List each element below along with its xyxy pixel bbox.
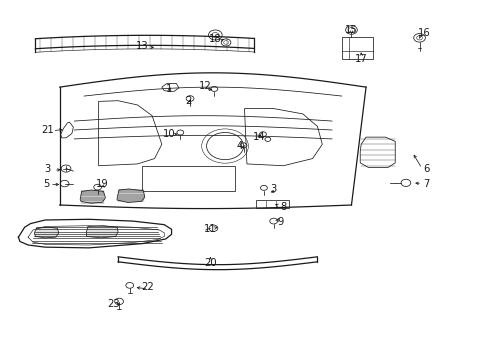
Text: 19: 19 <box>96 179 109 189</box>
Text: 20: 20 <box>203 258 216 268</box>
Text: 4: 4 <box>236 141 242 151</box>
Text: 21: 21 <box>41 125 54 135</box>
Text: 7: 7 <box>423 179 429 189</box>
Text: 11: 11 <box>203 224 216 234</box>
Text: 15: 15 <box>345 25 357 35</box>
Text: 10: 10 <box>163 129 175 139</box>
Text: 5: 5 <box>43 179 49 189</box>
Text: 12: 12 <box>199 81 211 91</box>
Text: 9: 9 <box>277 217 284 227</box>
Text: 14: 14 <box>252 132 265 142</box>
Polygon shape <box>117 189 144 203</box>
Text: 2: 2 <box>185 96 191 107</box>
Text: 13: 13 <box>136 41 148 51</box>
Text: 23: 23 <box>107 299 119 309</box>
Text: 3: 3 <box>270 184 276 194</box>
Text: 6: 6 <box>423 164 429 174</box>
Text: 18: 18 <box>208 34 221 44</box>
Text: 16: 16 <box>417 28 430 38</box>
Polygon shape <box>86 226 118 238</box>
Polygon shape <box>34 227 59 238</box>
Text: 3: 3 <box>44 164 51 174</box>
Text: 8: 8 <box>280 202 286 212</box>
Text: 1: 1 <box>165 84 172 94</box>
Polygon shape <box>80 190 105 203</box>
Text: 22: 22 <box>141 282 153 292</box>
Text: 17: 17 <box>354 54 367 64</box>
